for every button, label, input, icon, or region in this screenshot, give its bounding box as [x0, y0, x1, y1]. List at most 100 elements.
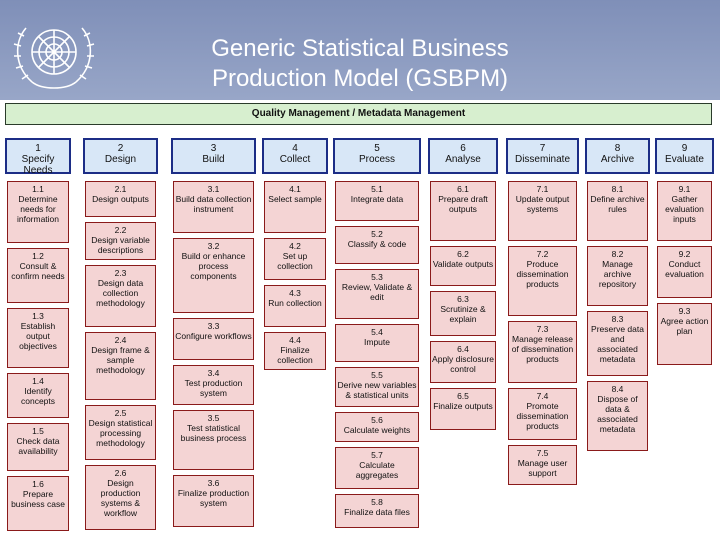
title-line-2: Production Model (GSBPM) — [211, 65, 509, 92]
subprocess-name: Finalize production system — [177, 488, 250, 508]
subprocess-name: Impute — [364, 337, 390, 347]
subprocess-3-5: 3.5 Test statistical business process — [173, 410, 254, 470]
subprocess-number: 3.6 — [207, 478, 220, 488]
subprocess-6-5: 6.5 Finalize outputs — [430, 388, 496, 430]
subprocess-number: 2.1 — [114, 184, 127, 194]
subprocess-number: 1.6 — [32, 479, 44, 489]
subprocess-name: Validate outputs — [432, 259, 494, 269]
subprocess-name: Finalize outputs — [433, 401, 493, 411]
subprocess-name: Define archive rules — [590, 194, 645, 214]
subprocess-6-4: 6.4 Apply disclosure control — [430, 341, 496, 383]
subprocess-2-6: 2.6 Design production systems & workflow — [85, 465, 156, 530]
subprocess-3-1: 3.1 Build data collection instrument — [173, 181, 254, 233]
subprocess-name: Design statistical processing methodolog… — [88, 418, 153, 448]
subprocess-name: Apply disclosure control — [432, 354, 494, 374]
subprocess-4-1: 4.1 Select sample — [264, 181, 326, 233]
subprocess-number: 6.2 — [457, 249, 469, 259]
subprocess-3-4: 3.4 Test production system — [173, 365, 254, 405]
subprocess-number: 5.7 — [371, 450, 383, 460]
subprocess-2-1: 2.1 Design outputs — [85, 181, 156, 217]
subprocess-name: Select sample — [268, 194, 322, 204]
subprocess-number: 7.4 — [536, 391, 549, 401]
subprocess-name: Integrate data — [350, 194, 404, 204]
phase-header-2: 2 Design — [83, 138, 158, 174]
subprocess-name: Prepare business case — [11, 489, 65, 509]
phase-number: 5 — [374, 143, 380, 154]
subprocess-1-1: 1.1 Determine needs for information — [7, 181, 69, 243]
subprocess-number: 9.3 — [678, 306, 691, 316]
subprocess-name: Calculate aggregates — [355, 460, 399, 480]
subprocess-name: Design production systems & workflow — [100, 478, 141, 518]
phase-name: Analyse — [445, 154, 481, 165]
subprocess-number: 6.4 — [457, 344, 469, 354]
subprocess-number: 7.5 — [536, 448, 549, 458]
quality-management-bar: Quality Management / Metadata Management — [5, 103, 712, 125]
subprocess-1-3: 1.3 Establish output objectives — [7, 308, 69, 368]
subprocess-number: 1.2 — [32, 251, 44, 261]
subprocess-9-1: 9.1 Gather evaluation inputs — [657, 181, 712, 241]
subprocess-number: 4.2 — [289, 241, 301, 251]
phase-number: 1 — [35, 143, 41, 154]
subprocess-number: 2.5 — [114, 408, 127, 418]
subprocess-5-8: 5.8 Finalize data files — [335, 494, 419, 528]
subprocess-3-2: 3.2 Build or enhance process components — [173, 238, 254, 313]
subprocess-7-2: 7.2 Produce dissemination products — [508, 246, 577, 316]
subprocess-8-3: 8.3 Preserve data and associated metadata — [587, 311, 648, 376]
subprocess-5-5: 5.5 Derive new variables & statistical un… — [335, 367, 419, 407]
subprocess-number: 8.4 — [611, 384, 624, 394]
subprocess-number: 2.6 — [114, 468, 127, 478]
phase-name: Process — [358, 154, 396, 165]
subprocess-number: 4.1 — [289, 184, 301, 194]
subprocess-7-4: 7.4 Promote dissemination products — [508, 388, 577, 440]
subprocess-name: Manage archive repository — [598, 259, 637, 289]
subprocess-4-3: 4.3 Run collection — [264, 285, 326, 327]
subprocess-5-4: 5.4 Impute — [335, 324, 419, 362]
phase-header-9: 9 Evaluate — [655, 138, 714, 174]
subprocess-name: Identify concepts — [20, 386, 56, 406]
subprocess-5-1: 5.1 Integrate data — [335, 181, 419, 221]
subprocess-number: 5.5 — [371, 370, 383, 380]
phase-name: Archive — [600, 154, 635, 165]
subprocess-2-4: 2.4 Design frame & sample methodology — [85, 332, 156, 400]
subprocess-number: 5.4 — [371, 327, 383, 337]
phase-number: 6 — [460, 143, 466, 154]
phase-header-5: 5 Process — [333, 138, 421, 174]
subprocess-name: Promote dissemination products — [516, 401, 569, 431]
subprocess-name: Manage user support — [517, 458, 568, 478]
subprocess-name: Derive new variables & statistical units — [337, 380, 417, 400]
subprocess-1-5: 1.5 Check data availability — [7, 423, 69, 471]
title-line-1: Generic Statistical Business — [211, 35, 509, 62]
phase-name: Collect — [279, 154, 311, 165]
subprocess-5-2: 5.2 Classify & code — [335, 226, 419, 264]
phase-number: 9 — [681, 143, 688, 154]
phase-name: Disseminate — [514, 154, 571, 165]
subprocess-number: 8.3 — [611, 314, 624, 324]
subprocess-3-3: 3.3 Configure workflows — [173, 318, 254, 360]
subprocess-number: 6.3 — [457, 294, 469, 304]
subprocess-1-2: 1.2 Consult & confirm needs — [7, 248, 69, 303]
subprocess-name: Classify & code — [347, 239, 407, 249]
subprocess-name: Design outputs — [92, 194, 149, 204]
subprocess-name: Set up collection — [277, 251, 313, 271]
phase-number: 4 — [292, 143, 298, 154]
subprocess-name: Calculate weights — [343, 425, 411, 435]
subprocess-name: Design variable descriptions — [91, 235, 150, 255]
subprocess-3-6: 3.6 Finalize production system — [173, 475, 254, 527]
subprocess-8-1: 8.1 Define archive rules — [587, 181, 648, 241]
subprocess-name: Check data availability — [16, 436, 60, 456]
phase-name: Evaluate — [665, 154, 704, 165]
subprocess-9-2: 9.2 Conduct evaluation — [657, 246, 712, 298]
subprocess-name: Consult & confirm needs — [11, 261, 65, 281]
subprocess-name: Finalize data files — [344, 507, 410, 517]
phase-number: 8 — [614, 143, 621, 154]
subprocess-name: Prepare draft outputs — [438, 194, 488, 214]
subprocess-name: Finalize collection — [277, 345, 313, 365]
subprocess-number: 7.2 — [536, 249, 549, 259]
subprocess-name: Build or enhance process components — [181, 251, 246, 281]
subprocess-8-2: 8.2 Manage archive repository — [587, 246, 648, 306]
subprocess-7-1: 7.1 Update output systems — [508, 181, 577, 241]
subprocess-number: 4.3 — [289, 288, 301, 298]
phase-header-7: 7 Disseminate — [506, 138, 579, 174]
subprocess-5-6: 5.6 Calculate weights — [335, 412, 419, 442]
subprocess-name: Update output systems — [515, 194, 570, 214]
